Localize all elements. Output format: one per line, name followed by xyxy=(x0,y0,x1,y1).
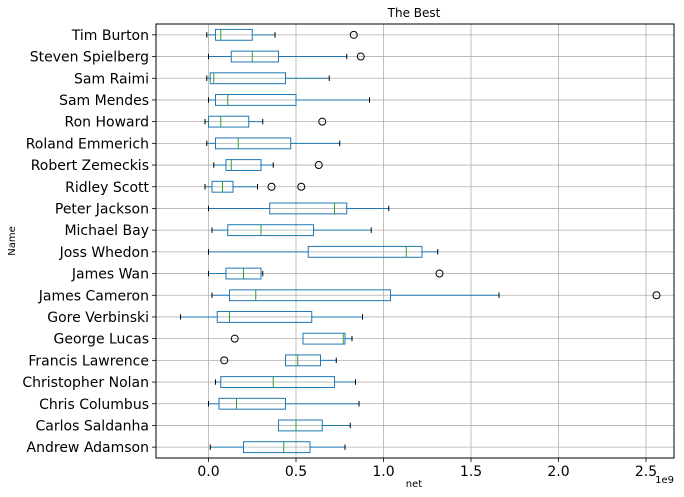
y-tick-label: Andrew Adamson xyxy=(27,440,149,456)
box-group xyxy=(204,180,306,193)
box-iqr xyxy=(216,311,313,323)
y-tick-label: Ron Howard xyxy=(64,115,149,131)
box-group xyxy=(213,159,323,171)
outlier-point xyxy=(356,52,365,61)
box-iqr xyxy=(225,159,262,171)
box-group xyxy=(180,311,363,323)
y-tick-label: Sam Raimi xyxy=(74,71,149,87)
box-group xyxy=(211,224,372,237)
y-tick-label: Steven Spielberg xyxy=(30,50,149,66)
y-tick-label: Chris Columbus xyxy=(39,397,149,413)
y-tick-label: George Lucas xyxy=(54,332,149,348)
y-tick-label: Sam Mendes xyxy=(59,93,149,109)
box-iqr xyxy=(229,289,391,302)
y-tick-label: James Cameron xyxy=(38,288,149,304)
outlier-point xyxy=(297,182,306,191)
y-tick-label: Carlos Saldanha xyxy=(36,418,149,434)
outlier-point xyxy=(349,30,358,39)
box-iqr xyxy=(243,441,311,454)
box-iqr xyxy=(269,202,348,215)
box-iqr xyxy=(208,115,250,128)
box-group xyxy=(208,50,365,63)
y-axis-ticks: Tim Burton Steven Spielberg Sam Raimi Sam M… xyxy=(22,28,156,456)
box-iqr xyxy=(307,245,423,258)
x-tick-label: 2.0 xyxy=(547,464,569,480)
box-series xyxy=(180,28,661,454)
box-group xyxy=(208,267,444,280)
box-group xyxy=(230,332,353,345)
outlier-point xyxy=(220,356,229,365)
outlier-point xyxy=(230,334,239,343)
box-iqr xyxy=(220,376,335,388)
box-group xyxy=(206,137,341,150)
y-tick-label: Robert Zemeckis xyxy=(31,158,149,174)
box-iqr xyxy=(215,137,292,150)
x-tick-label: 1.5 xyxy=(460,464,482,480)
box-group xyxy=(215,376,356,388)
y-tick-label: Christopher Nolan xyxy=(22,375,149,391)
x-tick-label: 2.5 xyxy=(635,464,657,480)
x-tick-label: 0.0 xyxy=(197,464,219,480)
box-group xyxy=(209,441,346,454)
box-group xyxy=(208,245,439,258)
box-group xyxy=(208,202,390,215)
box-group xyxy=(204,115,327,128)
y-tick-label: Francis Lawrence xyxy=(28,353,149,369)
box-group xyxy=(206,72,330,85)
x-tick-label: 1.0 xyxy=(372,464,394,480)
x-axis-offset-label: 1e9 xyxy=(655,475,674,486)
box-iqr xyxy=(215,94,297,106)
y-axis-label: Name xyxy=(7,226,18,256)
x-tick-label: 0.5 xyxy=(285,464,307,480)
box-iqr xyxy=(227,224,314,237)
box-iqr xyxy=(285,354,321,367)
plot-frame xyxy=(155,23,675,459)
box-iqr xyxy=(218,397,286,410)
box-group xyxy=(211,289,661,302)
outlier-point xyxy=(652,291,661,300)
outlier-point xyxy=(435,269,444,278)
chart-title: The Best xyxy=(387,6,441,20)
box-group xyxy=(206,28,358,41)
box-iqr xyxy=(302,332,346,345)
box-iqr xyxy=(215,28,253,41)
outlier-point xyxy=(314,161,323,170)
box-iqr xyxy=(209,72,286,85)
box-group xyxy=(208,94,370,106)
outlier-point xyxy=(267,182,276,191)
y-tick-label: James Wan xyxy=(71,267,149,283)
y-tick-label: Gore Verbinski xyxy=(47,310,149,326)
box-group xyxy=(220,354,337,367)
outlier-point xyxy=(318,117,327,126)
y-tick-label: Ridley Scott xyxy=(65,180,149,196)
box-iqr xyxy=(278,419,323,432)
x-axis-ticks: 0.0 0.5 1.0 1.5 2.0 2.5 xyxy=(197,458,657,480)
box-iqr xyxy=(230,50,279,63)
y-tick-label: Joss Whedon xyxy=(59,245,149,261)
grid-lines xyxy=(156,24,674,458)
y-tick-label: Peter Jackson xyxy=(55,201,149,217)
box-group xyxy=(278,419,351,432)
y-tick-label: Roland Emmerich xyxy=(26,136,149,152)
y-tick-label: Michael Bay xyxy=(64,223,149,239)
box-group xyxy=(208,397,360,410)
y-tick-label: Tim Burton xyxy=(71,28,149,44)
x-axis-label: net xyxy=(406,479,422,490)
